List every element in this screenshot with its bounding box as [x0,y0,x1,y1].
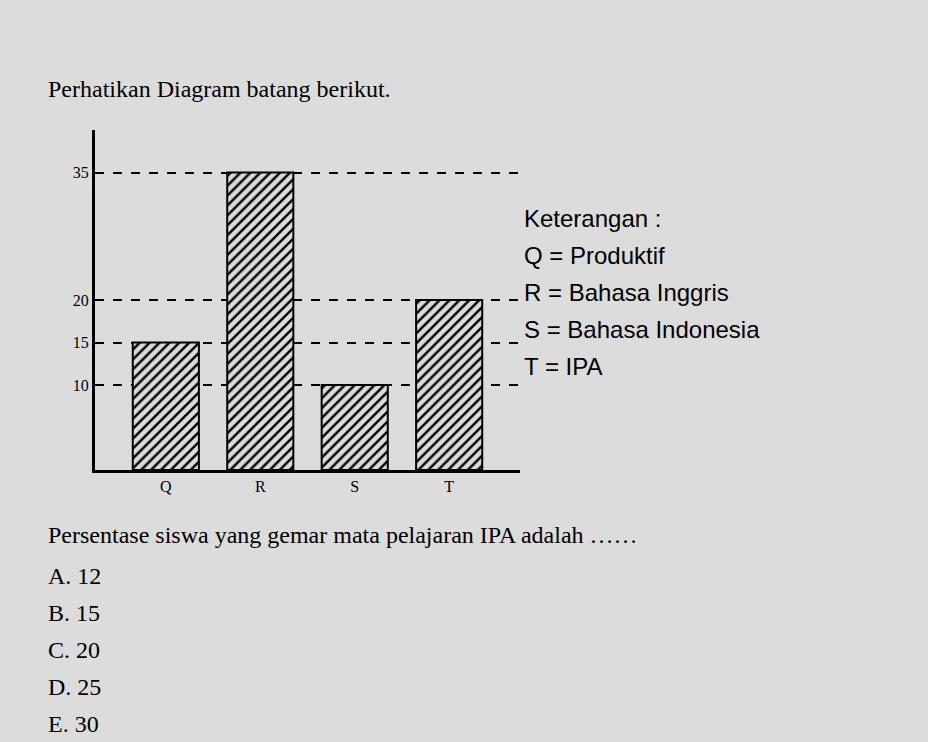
svg-text:Q: Q [160,478,172,495]
svg-text:15: 15 [73,334,89,351]
html-text:B. 15: B. 15 [48,600,100,626]
svg-text:35: 35 [73,164,89,181]
html-text:Q = Produktif: Q = Produktif [524,242,665,269]
html-text:Perhatikan Diagram batang beri: Perhatikan Diagram batang berikut. [48,76,391,102]
html-text:Keterangan :: Keterangan : [524,205,662,232]
html-text:D. 25: D. 25 [48,674,102,700]
html-text:T = IPA: T = IPA [524,353,603,380]
html-text:R = Bahasa Inggris: R = Bahasa Inggris [524,279,729,306]
svg-text:10: 10 [73,377,89,394]
html-text:E. 30: E. 30 [48,711,99,737]
html-text:Persentase siswa yang gemar ma: Persentase siswa yang gemar mata pelajar… [48,522,638,548]
svg-text:20: 20 [73,292,89,309]
svg-text:S: S [350,478,359,495]
html-text:C. 20: C. 20 [48,637,100,663]
svg-text:T: T [444,478,454,495]
html-text:A. 12: A. 12 [48,563,102,589]
html-text:S = Bahasa Indonesia: S = Bahasa Indonesia [524,316,760,343]
svg-text:R: R [255,478,266,495]
